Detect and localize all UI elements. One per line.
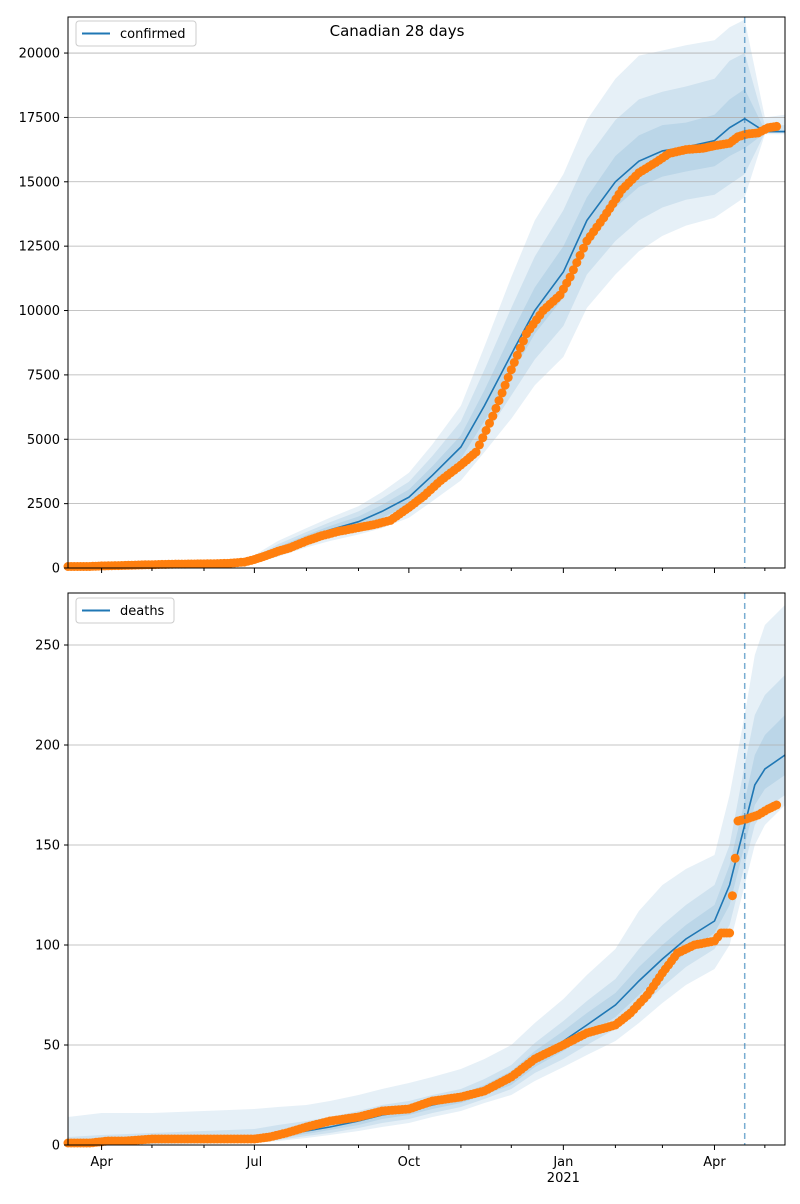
deaths-ytick-label: 100	[35, 939, 60, 954]
deaths-ytick-label: 50	[43, 1039, 60, 1054]
confirmed-observed-point	[494, 396, 504, 406]
confirmed-uncertainty-bands	[68, 19, 785, 568]
deaths-xtick-label: Jul	[246, 1155, 263, 1170]
confirmed-observed-point	[488, 411, 498, 421]
deaths-observed-point	[772, 800, 782, 810]
confirmed-axes: 0 2500 5000 7500 10000 12500 15000 17500 20000	[19, 16, 786, 577]
confirmed-ytick-label: 15000	[19, 175, 60, 190]
deaths-xtick-label: Apr	[703, 1155, 726, 1170]
confirmed-observed-points	[63, 121, 782, 571]
deaths-uncertainty-bands	[68, 605, 785, 1145]
deaths-axes-frame	[67, 592, 786, 1146]
confirmed-observed-point	[497, 388, 507, 398]
confirmed-observed-point	[575, 250, 585, 260]
deaths-ytick-label: 200	[35, 739, 60, 754]
deaths-band-outer	[68, 605, 785, 1145]
deaths-observed-point	[727, 891, 737, 901]
confirmed-observed-point	[491, 403, 501, 413]
deaths-legend: deaths	[75, 597, 175, 624]
confirmed-observed-point	[474, 440, 484, 450]
deaths-xtick-label: Apr	[90, 1155, 113, 1170]
confirmed-axes-frame	[67, 16, 786, 569]
confirmed-ytick-label: 12500	[19, 240, 60, 255]
deaths-xtick-year-label: 2021	[547, 1171, 580, 1186]
chart-title: Canadian 28 days	[330, 22, 465, 40]
confirmed-ytick-label: 0	[52, 562, 60, 577]
deaths-ytick-label: 0	[52, 1139, 60, 1154]
confirmed-ytick-label: 10000	[19, 304, 60, 319]
confirmed-ytick-label: 5000	[27, 433, 60, 448]
deaths-observed-points	[63, 800, 782, 1148]
deaths-xtick-label: Oct	[398, 1155, 420, 1170]
confirmed-observed-point	[485, 418, 494, 428]
legend-label-deaths: deaths	[120, 604, 165, 619]
confirmed-legend: confirmed	[75, 20, 197, 47]
confirmed-observed-point	[568, 265, 578, 275]
confirmed-ytick-label: 2500	[27, 497, 60, 512]
confirmed-observed-point	[478, 433, 488, 443]
confirmed-observed-point	[565, 272, 575, 282]
confirmed-band-outer	[68, 19, 785, 568]
confirmed-observed-point	[471, 447, 481, 457]
confirmed-observed-point	[572, 258, 582, 268]
deaths-xtick-label: Jan	[552, 1155, 573, 1170]
confirmed-ytick-label: 7500	[27, 368, 60, 383]
confirmed-observed-point	[506, 365, 516, 375]
deaths-ytick-label: 150	[35, 839, 60, 854]
confirmed-observed-point	[481, 426, 491, 435]
deaths-ytick-label: 250	[35, 639, 60, 654]
confirmed-observed-point	[772, 121, 782, 131]
confirmed-observed-point	[515, 343, 525, 353]
deaths-observed-point	[725, 928, 735, 938]
confirmed-ytick-label: 17500	[19, 111, 60, 126]
confirmed-observed-point	[509, 358, 519, 367]
deaths-gridlines	[68, 644, 785, 1146]
confirmed-observed-point	[512, 350, 522, 360]
confirmed-ytick-label: 20000	[19, 47, 60, 62]
confirmed-observed-point	[518, 336, 528, 346]
confirmed-observed-point	[500, 380, 510, 390]
confirmed-observed-point	[503, 373, 513, 382]
confirmed-panel: 0 2500 5000 7500 10000 12500 15000 17500 20000 c…	[19, 16, 786, 577]
deaths-observed-point	[730, 853, 740, 863]
confirmed-observed-point	[579, 243, 588, 253]
legend-label-confirmed: confirmed	[120, 27, 186, 42]
